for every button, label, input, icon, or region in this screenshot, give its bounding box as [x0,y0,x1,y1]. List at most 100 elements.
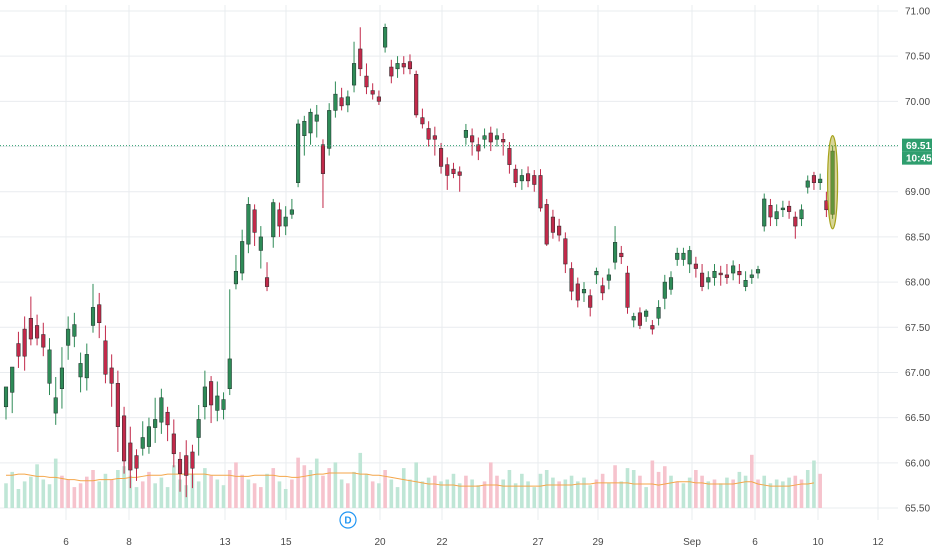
ma-line [6,472,815,487]
x-tick-label: 22 [436,537,448,548]
candles [3,23,835,498]
volume-bar [203,468,207,508]
volume-bar [401,468,406,508]
volume-bar [600,473,605,508]
x-tick-label: 10 [812,537,824,548]
candle-body [165,411,170,426]
candle-body [755,269,761,274]
volume-bar [308,470,313,508]
event-marker[interactable]: D [339,511,357,529]
candle-body [488,132,493,143]
candle-body [345,96,350,106]
candle-body [780,207,785,211]
volume-bar [259,487,263,508]
volume-bar [290,479,294,508]
candle-body [59,367,64,389]
volume-bar [339,479,344,508]
volume-bar [588,485,593,508]
candle-body [202,386,207,408]
candle-body [700,272,705,287]
candle-body [569,268,574,292]
last-price-tag: 69.51 10:45 [902,138,932,165]
y-tick-label: 69.00 [905,187,930,198]
candle-body [28,317,33,340]
candle-body [693,263,698,269]
volume-bar [265,473,269,508]
volume-bar [613,465,617,508]
candle-body [370,90,375,95]
volume-bar [426,477,431,508]
candle-body [557,225,562,236]
y-tick-label: 70.50 [905,52,930,63]
candle-body [78,363,83,378]
candle-body [644,310,649,317]
candle-body [507,148,512,165]
volume-bar [395,487,400,508]
event-marker-label: D [344,516,351,527]
candle-body [457,171,462,176]
volume-bar [712,479,717,508]
candle-body [581,289,587,294]
x-tick-label: 27 [532,537,544,548]
volume-bar [445,479,450,508]
candle-body [799,209,804,220]
candle-body [526,173,531,182]
candle-body [134,455,139,469]
volume-bar [501,479,505,508]
candle-body [314,114,319,122]
volume-bar [296,457,300,508]
volume-bar [190,473,195,508]
volume-bar [60,475,64,508]
volume-bar [799,479,804,508]
volume-bar [159,477,164,508]
candle-body [600,285,605,294]
candle-body [681,252,686,260]
volume-bar [544,470,549,508]
volume-bar [476,485,481,508]
candle-body [532,175,537,185]
candle-body [22,328,27,357]
volume-bar [774,479,779,508]
volume-bar [607,483,611,508]
volume-bar [538,473,543,508]
candle-body [196,419,201,438]
volume-bar [743,475,748,508]
x-tick-label: Sep [683,537,701,548]
x-axis: 6 8 13 15 20 22 27 29 Sep 6 10 12 [63,537,884,548]
x-tick-label: 13 [219,537,231,548]
candle-body [41,334,46,348]
candle-body [743,280,748,287]
volume-bar [147,471,151,508]
candle-body [731,265,736,274]
volume-bar [482,481,487,508]
volume-bar [314,458,319,508]
candle-body [494,135,500,140]
candle-body [221,399,226,410]
candle-body [302,120,307,136]
candle-body [563,238,568,265]
volume-bar [464,475,468,508]
candle-body [662,281,667,299]
volume-bar [433,475,437,508]
event-marker-circle[interactable] [339,511,357,529]
volume-bar [507,470,512,508]
candle-body [501,139,506,143]
volume-bar [681,483,686,508]
candle-body [90,307,96,326]
x-tick-label: 12 [872,537,884,548]
candle-body [35,325,40,339]
candle-body [482,135,487,140]
countdown-label-bg [902,151,932,165]
candle-body [544,204,549,245]
candle-body [296,123,301,183]
volume-bar [84,476,89,508]
candle-body [66,328,71,346]
candle-body [575,283,580,301]
candle-body [706,277,711,283]
volume-bar [128,475,133,508]
volume-bar [215,479,220,508]
candle-body [432,135,437,140]
volume-bar [103,473,108,508]
candle-body [420,117,425,125]
